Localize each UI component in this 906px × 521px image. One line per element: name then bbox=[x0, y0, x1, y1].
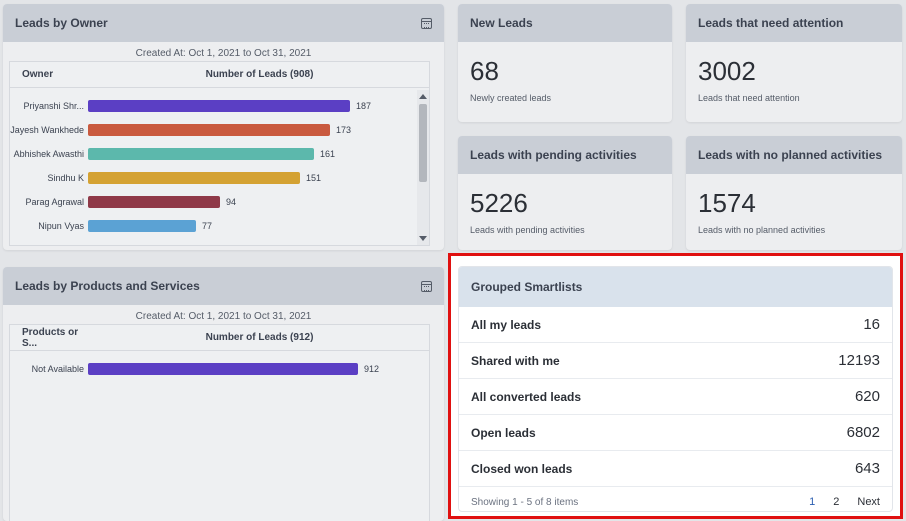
new-leads-value: 68 bbox=[470, 56, 499, 86]
smartlist-name: Shared with me bbox=[471, 353, 560, 368]
calendar-icon[interactable] bbox=[421, 17, 432, 29]
smartlists-pagination: Showing 1 - 5 of 8 items 1 2 Next bbox=[459, 487, 892, 511]
no-planned-activities-title: Leads with no planned activities bbox=[698, 148, 883, 162]
new-leads-card[interactable]: New Leads 68 Newly created leads bbox=[458, 4, 672, 122]
no-planned-activities-card[interactable]: Leads with no planned activities 1574 Le… bbox=[686, 136, 902, 250]
smartlist-row-closed-won-leads[interactable]: Closed won leads 643 bbox=[459, 451, 892, 487]
leads-by-owner-date-range: Created At: Oct 1, 2021 to Oct 31, 2021 bbox=[135, 48, 312, 59]
bar-row: Not Available 912 bbox=[10, 362, 379, 376]
bar-label: Jayesh Wankhede bbox=[10, 125, 84, 135]
calendar-icon[interactable] bbox=[421, 280, 432, 292]
lead-count-column-header: Number of Leads (912) bbox=[205, 332, 314, 343]
bar-label: Priyanshi Shr... bbox=[23, 101, 84, 111]
bar[interactable] bbox=[88, 220, 196, 232]
smartlist-count: 6802 bbox=[846, 424, 880, 441]
leads-by-products-card: Leads by Products and Services Created A… bbox=[3, 267, 444, 521]
bar-value-label: 161 bbox=[320, 149, 336, 159]
smartlist-count: 16 bbox=[863, 316, 880, 333]
smartlist-row-open-leads[interactable]: Open leads 6802 bbox=[459, 415, 892, 451]
bar-value-label: 77 bbox=[202, 221, 213, 231]
pagination-info: Showing 1 - 5 of 8 items bbox=[471, 496, 579, 508]
bar-row: Nipun Vyas 77 bbox=[10, 219, 212, 233]
bar-label: Parag Agrawal bbox=[25, 197, 84, 207]
leads-by-owner-header: Leads by Owner bbox=[3, 4, 444, 42]
new-leads-title: New Leads bbox=[470, 16, 533, 30]
bar-row: Parag Agrawal 94 bbox=[10, 195, 236, 209]
attention-leads-header: Leads that need attention bbox=[686, 4, 902, 42]
bar-row: Priyanshi Shr... 187 bbox=[10, 99, 371, 113]
bar-value-label: 94 bbox=[226, 197, 237, 207]
next-page-link[interactable]: Next bbox=[857, 496, 880, 508]
attention-leads-title: Leads that need attention bbox=[698, 16, 844, 30]
leads-by-products-title: Leads by Products and Services bbox=[15, 279, 200, 293]
attention-leads-card[interactable]: Leads that need attention 3002 Leads tha… bbox=[686, 4, 902, 122]
attention-leads-description: Leads that need attention bbox=[698, 93, 800, 103]
new-leads-description: Newly created leads bbox=[470, 93, 552, 103]
pending-activities-value: 5226 bbox=[470, 188, 528, 218]
bar-value-label: 912 bbox=[364, 364, 380, 374]
product-column-header: Products or S... bbox=[22, 326, 79, 349]
pager: 1 2 Next bbox=[809, 496, 880, 508]
smartlist-count: 643 bbox=[854, 460, 880, 477]
pending-activities-header: Leads with pending activities bbox=[458, 136, 672, 174]
leads-by-owner-chart: Owner Number of Leads (908) Priyanshi Sh… bbox=[9, 61, 430, 246]
smartlist-name: All my leads bbox=[471, 317, 542, 332]
leads-by-owner-title: Leads by Owner bbox=[15, 16, 108, 30]
no-planned-activities-description: Leads with no planned activities bbox=[698, 225, 826, 235]
smartlist-name: Open leads bbox=[471, 425, 536, 440]
bar[interactable] bbox=[88, 196, 220, 208]
bar-label: Abhishek Awasthi bbox=[13, 149, 84, 159]
new-leads-header: New Leads bbox=[458, 4, 672, 42]
leads-by-products-header: Leads by Products and Services bbox=[3, 267, 444, 305]
owner-bars: Priyanshi Shr... 187 Jayesh Wankhede 173 Abh… bbox=[10, 62, 417, 245]
lead-count-column-header: Number of Leads (908) bbox=[205, 69, 314, 80]
smartlist-count: 12193 bbox=[838, 352, 880, 369]
grouped-smartlists-title: Grouped Smartlists bbox=[471, 280, 583, 294]
leads-by-owner-chart-header: Owner Number of Leads (908) bbox=[10, 62, 429, 88]
grouped-smartlists-header: Grouped Smartlists bbox=[459, 267, 892, 307]
smartlist-name: All converted leads bbox=[471, 389, 582, 404]
bar-row: Abhishek Awasthi 161 bbox=[10, 147, 335, 161]
smartlist-row-all-converted-leads[interactable]: All converted leads 620 bbox=[459, 379, 892, 415]
attention-leads-value: 3002 bbox=[698, 56, 756, 86]
leads-by-products-chart: Products or S... Number of Leads (912) N… bbox=[9, 324, 430, 521]
scroll-thumb[interactable] bbox=[419, 104, 427, 182]
bar[interactable] bbox=[88, 172, 300, 184]
smartlists-highlight-frame: Grouped Smartlists All my leads 16 Share… bbox=[448, 253, 903, 519]
scroll-up-arrow-icon[interactable] bbox=[419, 94, 427, 99]
pending-activities-description: Leads with pending activities bbox=[470, 225, 585, 235]
bar-row: Sindhu K 151 bbox=[10, 171, 321, 185]
bar-value-label: 151 bbox=[306, 173, 322, 183]
scroll-down-arrow-icon[interactable] bbox=[419, 236, 427, 241]
bar[interactable] bbox=[88, 148, 314, 160]
smartlist-name: Closed won leads bbox=[471, 461, 573, 476]
leads-by-owner-card: Leads by Owner Created At: Oct 1, 2021 t… bbox=[3, 4, 444, 250]
bar-label: Not Available bbox=[31, 364, 84, 374]
bar[interactable] bbox=[88, 100, 350, 112]
leads-by-products-chart-header: Products or S... Number of Leads (912) bbox=[10, 325, 429, 351]
bar-label: Sindhu K bbox=[47, 173, 84, 183]
smartlist-row-shared-with-me[interactable]: Shared with me 12193 bbox=[459, 343, 892, 379]
pending-activities-card[interactable]: Leads with pending activities 5226 Leads… bbox=[458, 136, 672, 250]
grouped-smartlists-card: Grouped Smartlists All my leads 16 Share… bbox=[458, 266, 893, 512]
smartlist-row-all-my-leads[interactable]: All my leads 16 bbox=[459, 307, 892, 343]
no-planned-activities-header: Leads with no planned activities bbox=[686, 136, 902, 174]
bar-value-label: 187 bbox=[356, 101, 372, 111]
chart-scrollbar[interactable] bbox=[417, 90, 429, 245]
pending-activities-title: Leads with pending activities bbox=[470, 148, 637, 162]
smartlist-count: 620 bbox=[854, 388, 880, 405]
bar-value-label: 173 bbox=[336, 125, 352, 135]
owner-column-header: Owner bbox=[22, 69, 54, 80]
no-planned-activities-value: 1574 bbox=[698, 188, 756, 218]
leads-by-products-date-range: Created At: Oct 1, 2021 to Oct 31, 2021 bbox=[135, 311, 312, 322]
bar[interactable] bbox=[88, 124, 330, 136]
page-1-link[interactable]: 1 bbox=[809, 496, 816, 508]
bar[interactable] bbox=[88, 363, 358, 375]
product-bars: Not Available 912 bbox=[10, 325, 429, 521]
bar-label: Nipun Vyas bbox=[38, 221, 84, 231]
bar-row: Jayesh Wankhede 173 bbox=[10, 123, 351, 137]
page-2-link[interactable]: 2 bbox=[833, 496, 840, 508]
